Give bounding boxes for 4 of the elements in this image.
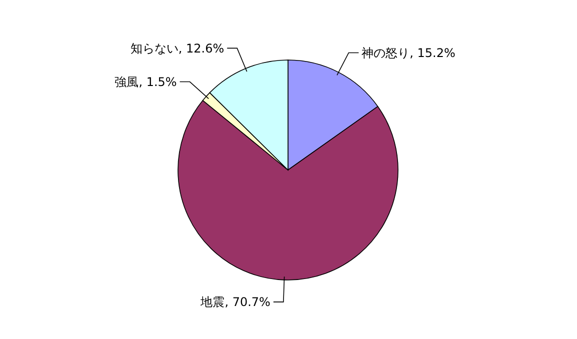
slice-label: 神の怒り, 15.2% bbox=[362, 46, 456, 60]
slice-label: 知らない, 12.6% bbox=[130, 41, 224, 56]
slice-label: 地震, 70.7% bbox=[200, 295, 270, 310]
slice-label: 強風, 1.5% bbox=[114, 74, 177, 89]
